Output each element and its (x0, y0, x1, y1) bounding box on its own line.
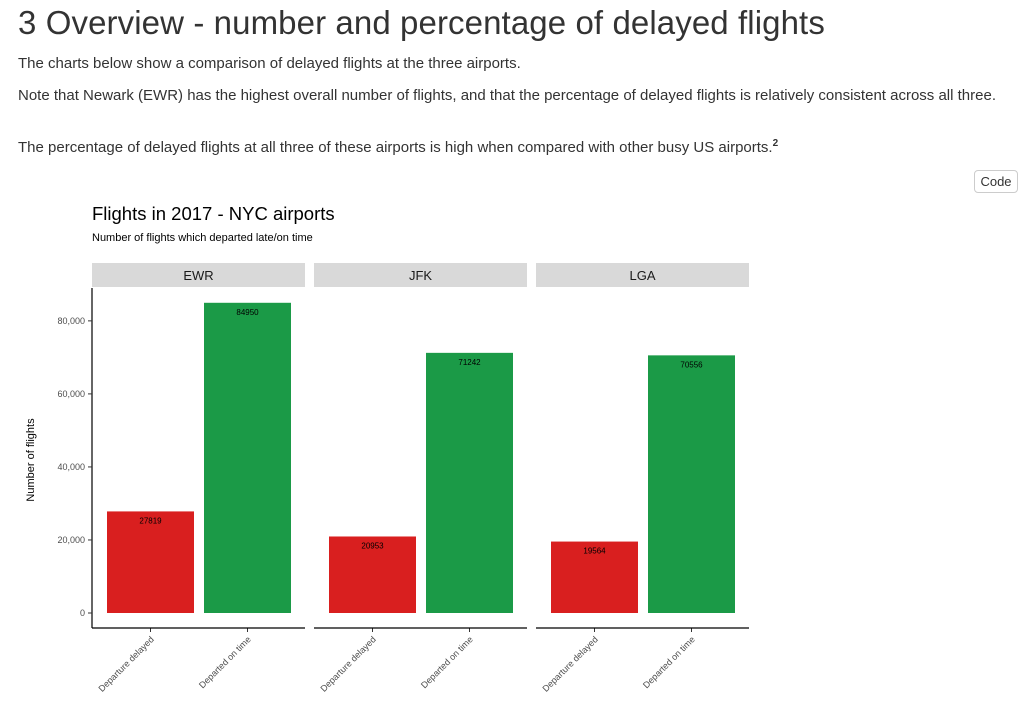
bar-label-ewr-delayed: 27819 (139, 516, 162, 525)
chart-subtitle: Number of flights which departed late/on… (92, 232, 313, 244)
bar-label-ewr-on-time: 84950 (236, 308, 259, 317)
x-tick-label: Departure delayed (540, 634, 599, 693)
code-button[interactable]: Code (974, 170, 1018, 193)
bar-ewr-on-time (204, 302, 291, 613)
footnote-link[interactable]: 2 (772, 138, 779, 149)
comparison-text: The percentage of delayed flights at all… (18, 139, 773, 156)
y-tick-label: 80,000 (57, 316, 85, 326)
bar-lga-delayed (551, 541, 638, 613)
bar-ewr-delayed (107, 511, 194, 613)
facet-strip-lga (536, 263, 749, 287)
y-tick-label: 60,000 (57, 389, 85, 399)
comparison-paragraph: The percentage of delayed flights at all… (18, 138, 1008, 158)
chart-title: Flights in 2017 - NYC airports (92, 203, 335, 224)
facet-label-ewr: EWR (183, 268, 213, 283)
x-tick-label: Departure delayed (318, 634, 377, 693)
x-tick-label: Departed on time (197, 634, 253, 690)
y-tick-label: 20,000 (57, 535, 85, 545)
bar-label-lga-on-time: 70556 (680, 360, 703, 369)
note-paragraph: Note that Newark (EWR) has the highest o… (18, 87, 996, 104)
facet-strip-ewr (92, 263, 305, 287)
intro-paragraph: The charts below show a comparison of de… (18, 55, 521, 72)
x-tick-label: Departure delayed (96, 634, 155, 693)
y-tick-label: 0 (80, 608, 85, 618)
facet-label-jfk: JFK (409, 268, 432, 283)
bar-lga-on-time (648, 355, 735, 613)
y-tick-label: 40,000 (57, 462, 85, 472)
bar-label-jfk-delayed: 20953 (361, 541, 384, 550)
bar-label-lga-delayed: 19564 (583, 547, 606, 556)
delayed-flights-chart: Flights in 2017 - NYC airports Number of … (25, 203, 749, 694)
y-axis-label: Number of flights (25, 418, 37, 502)
facet-label-lga: LGA (629, 268, 655, 283)
bar-jfk-on-time (426, 352, 513, 613)
bar-jfk-delayed (329, 536, 416, 613)
x-tick-label: Departed on time (419, 634, 475, 690)
page-title: 3 Overview - number and percentage of de… (18, 4, 825, 41)
facet-strip-jfk (314, 263, 527, 287)
x-tick-label: Departed on time (641, 634, 697, 690)
bar-label-jfk-on-time: 71242 (458, 358, 481, 367)
